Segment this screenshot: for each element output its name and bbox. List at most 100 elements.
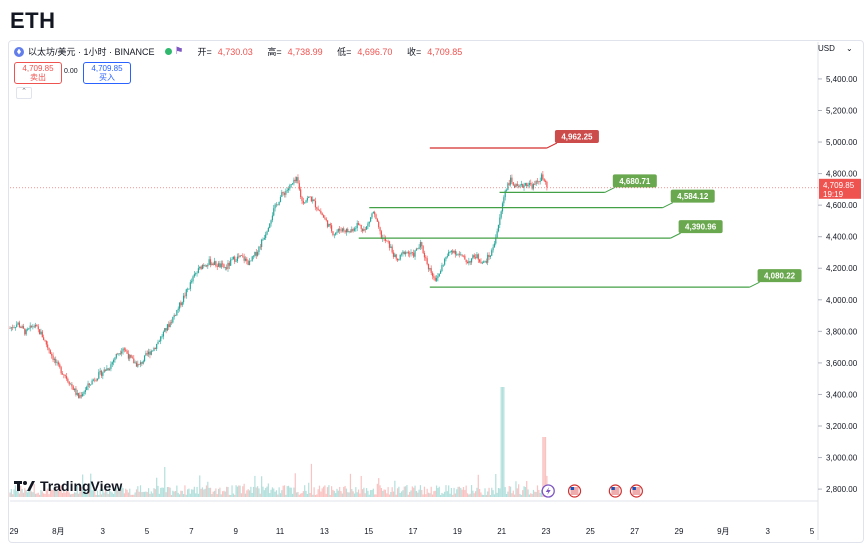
volume-bar [103,492,105,497]
volume-bar [470,485,473,497]
volume-bar [185,494,187,497]
candle-body [512,182,514,186]
volume-bar [135,489,138,497]
volume-bar [374,494,376,497]
candle-body [503,197,505,204]
volume-bar [182,494,185,497]
volume-bar [434,490,436,497]
candle-body [289,184,291,189]
candle-body [497,224,500,232]
volume-bar [314,494,317,497]
volume-bar [339,486,341,497]
candle-body [504,190,506,198]
volume-bar [157,485,159,497]
candle-body [322,215,325,218]
candle-body [141,362,143,364]
price-tick-label: 5,000.00 [826,138,858,147]
price-tick-label: 3,000.00 [826,454,858,463]
volume-bar [55,485,57,497]
volume-bar [72,493,74,497]
volume-bar [205,485,208,497]
volume-bar [365,488,368,497]
volume-bar [117,490,119,497]
volume-bar [318,485,321,497]
candle-body [243,256,245,261]
candle-body [530,183,532,185]
candle-body [353,228,356,231]
price-tick-label: 4,600.00 [826,201,858,210]
volume-bar [406,485,408,497]
volume-bar [390,491,392,497]
candle-body [26,329,29,330]
candle-body [419,242,422,248]
candle-body [384,238,387,241]
candle-body [32,326,34,328]
candle-body [452,250,454,253]
candle-body [55,359,57,363]
candle-body [446,255,448,257]
volume-bar [489,494,491,497]
price-tick-label: 3,200.00 [826,422,858,431]
candle-body [376,218,378,222]
candle-body [172,317,174,323]
volume-bar [64,492,66,497]
volume-bar [18,493,21,497]
symbol-name[interactable]: 以太坊/美元 · 1小时 · BINANCE [28,47,155,57]
volume-bar [309,492,311,497]
volume-bar [324,485,326,497]
volume-bar [118,490,120,497]
volume-bar [49,488,51,497]
chevron-down-icon[interactable]: ⌄ [846,44,853,53]
time-tick-label: 5 [145,527,150,536]
volume-bar [204,488,206,497]
candle-body [180,302,182,306]
candle-body [359,224,361,226]
currency-selector[interactable]: USD [818,44,835,53]
collapse-legend-button[interactable]: ⌃ [16,87,32,99]
candle-body [238,256,240,258]
volume-bar [468,494,470,497]
candle-body [152,350,154,352]
volume-bar [431,494,434,497]
volume-bar [540,490,543,497]
time-tick-label: 3 [765,527,770,536]
volume-bar [33,484,35,497]
volume-bar [244,493,247,497]
volume-bar [224,491,226,497]
candle-body [189,282,191,289]
candle-body [270,220,272,224]
volume-bar [503,387,505,497]
candle-body [277,204,279,206]
candle-body [256,252,259,256]
candle-body [395,254,397,259]
time-tick-label: 9月 [717,527,729,536]
volume-bar [291,493,294,497]
volume-bar [153,488,155,497]
volume-bar [313,487,315,497]
candle-body [326,220,329,227]
candle-body [361,228,364,232]
volume-bar [462,486,465,497]
share-icon[interactable]: ⚑ [174,46,184,57]
buy-button[interactable]: 4,709.85 买入 [83,62,131,84]
volume-bar [495,474,497,497]
candle-body [176,309,178,316]
volume-bar [477,474,479,497]
candle-body [519,185,521,187]
volume-bar [141,492,143,497]
candle-body [312,199,314,202]
candle-body [460,254,462,256]
candle-body [56,362,58,364]
tradingview-logo[interactable]: TradingView [14,478,122,494]
volume-bar [201,487,204,497]
volume-bar [302,491,304,497]
volume-bar [286,486,288,497]
time-tick-label: 25 [586,527,595,536]
sell-button[interactable]: 4,709.85 卖出 [14,62,62,84]
volume-bar [166,487,169,497]
candle-body [191,281,193,283]
candle-body [157,341,159,344]
volume-bar [343,486,345,497]
volume-bar [396,488,399,497]
